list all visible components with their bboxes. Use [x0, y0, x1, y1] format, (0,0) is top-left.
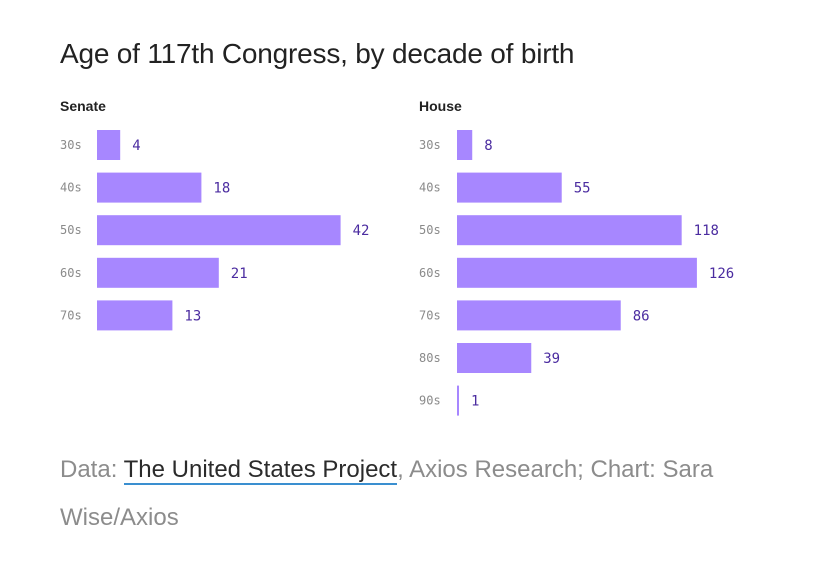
- senate-panel-title: Senate: [60, 98, 106, 114]
- senate-value-50s: 42: [353, 223, 370, 239]
- senate-value-70s: 13: [184, 308, 201, 324]
- senate-bar-60s: [97, 257, 219, 288]
- house-value-50s: 118: [694, 223, 719, 239]
- senate-value-30s: 4: [132, 138, 140, 154]
- house-bar-40s: [457, 172, 562, 203]
- house-value-70s: 86: [633, 308, 650, 324]
- house-tick-70s: 70s: [419, 308, 441, 322]
- senate-tick-50s: 50s: [60, 223, 82, 237]
- house-value-40s: 55: [574, 181, 591, 197]
- house-tick-50s: 50s: [419, 223, 441, 237]
- source-prefix: Data:: [60, 456, 124, 483]
- house-value-80s: 39: [543, 351, 560, 367]
- chart-title: Age of 117th Congress, by decade of birt…: [60, 38, 575, 69]
- senate-tick-70s: 70s: [60, 308, 82, 322]
- house-bar-70s: [457, 300, 621, 331]
- house-bar-80s: [457, 343, 532, 373]
- senate-value-60s: 21: [231, 266, 248, 282]
- house-bar-60s: [457, 257, 697, 288]
- house-bar-50s: [457, 215, 682, 246]
- house-tick-90s: 90s: [419, 394, 441, 408]
- senate-tick-40s: 40s: [60, 181, 82, 195]
- senate-bar-50s: [97, 215, 341, 246]
- house-tick-80s: 80s: [419, 351, 441, 365]
- house-value-30s: 8: [484, 138, 492, 154]
- senate-bar-30s: [97, 130, 121, 160]
- house-value-90s: 1: [471, 394, 479, 410]
- house-tick-40s: 40s: [419, 181, 441, 195]
- senate-tick-30s: 30s: [60, 138, 82, 152]
- house-bar-30s: [457, 130, 473, 160]
- house-tick-30s: 30s: [419, 138, 441, 152]
- house-bar-90s: [457, 385, 459, 416]
- source-suffix: , Axios Research; Chart: Sara Wise/Axios: [60, 456, 714, 531]
- house-tick-60s: 60s: [419, 266, 441, 280]
- senate-value-40s: 18: [213, 181, 230, 197]
- house-panel-title: House: [419, 98, 462, 114]
- senate-bar-70s: [97, 300, 173, 331]
- senate-bar-40s: [97, 172, 202, 203]
- source-link[interactable]: The United States Project: [123, 456, 398, 485]
- source-note: Data: The United States Project, Axios R…: [60, 446, 780, 542]
- senate-tick-60s: 60s: [60, 266, 82, 280]
- house-value-60s: 126: [709, 266, 734, 282]
